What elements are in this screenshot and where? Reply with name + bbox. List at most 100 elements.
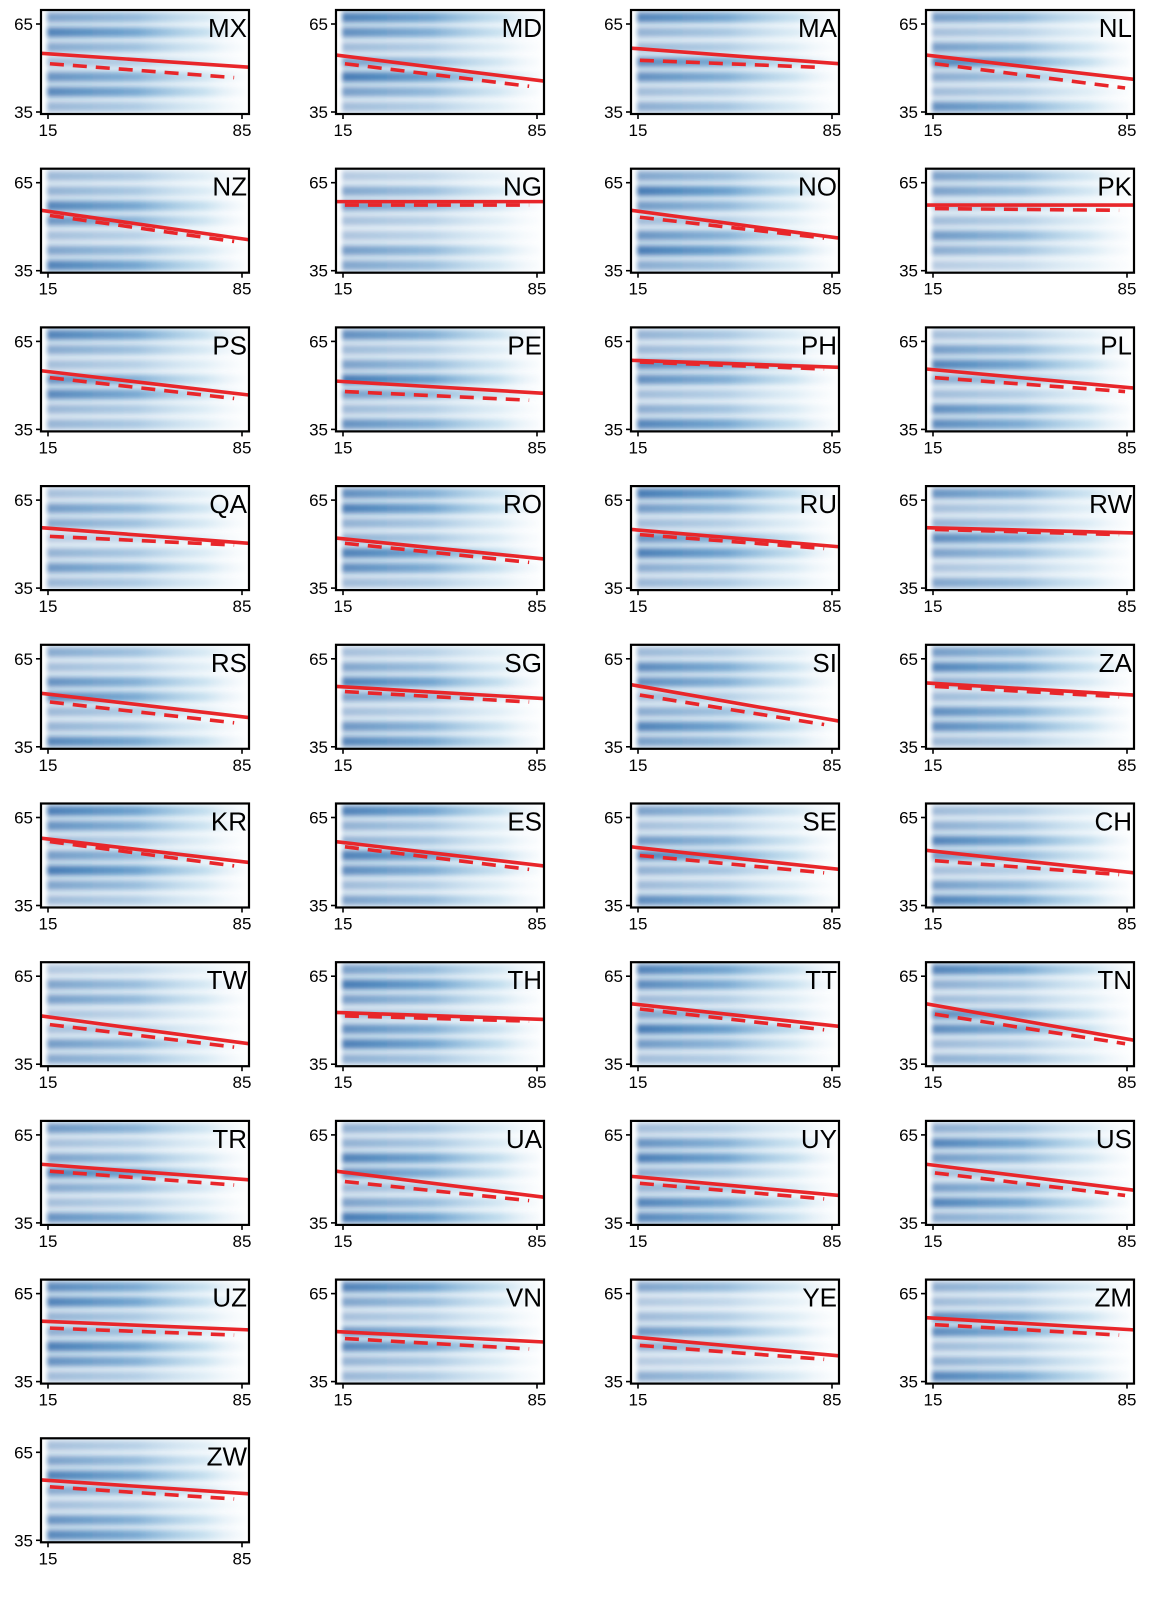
panel-qa: QA 65 35 15 85 xyxy=(14,485,251,616)
panel-rs: RS 65 35 15 85 xyxy=(14,643,251,775)
x-tick-label: 85 xyxy=(1118,438,1137,457)
density-band xyxy=(932,864,1130,876)
panel-zw: ZW 65 35 15 85 xyxy=(14,1437,251,1568)
x-tick-label: 15 xyxy=(334,597,353,616)
y-tick-label: 35 xyxy=(14,1055,33,1074)
density-band xyxy=(47,1038,245,1050)
panel-es: ES 65 35 15 85 xyxy=(309,802,546,934)
density-area xyxy=(631,1281,839,1382)
solid-trend-line xyxy=(926,1002,1134,1042)
density-band xyxy=(637,101,835,113)
density-band xyxy=(47,676,245,688)
density-band xyxy=(637,11,835,23)
plot-frame xyxy=(629,8,841,116)
y-tick-label: 65 xyxy=(309,174,328,193)
density-band xyxy=(342,230,540,242)
x-tick-label: 15 xyxy=(39,1391,58,1410)
density-band xyxy=(342,344,540,356)
country-label: VN xyxy=(506,1283,542,1313)
density-band xyxy=(47,230,245,242)
x-tick-label: 85 xyxy=(823,756,842,775)
density-band xyxy=(932,1340,1130,1352)
density-band xyxy=(47,978,245,990)
density-band xyxy=(342,661,540,673)
density-band xyxy=(342,1197,540,1209)
density-band xyxy=(47,1008,245,1020)
plot-frame xyxy=(334,802,546,909)
density-band xyxy=(342,735,540,747)
density-band xyxy=(342,41,540,53)
density-band xyxy=(47,1455,245,1467)
plot-frame xyxy=(39,485,251,592)
country-label: ZW xyxy=(207,1441,248,1471)
density-band xyxy=(47,691,245,703)
plot-frame xyxy=(334,1119,546,1227)
y-tick-label: 35 xyxy=(899,103,918,122)
y-tick-label: 65 xyxy=(604,332,623,351)
plot-frame xyxy=(629,167,841,274)
dashed-trend-line xyxy=(639,360,825,371)
dashed-trend-line xyxy=(639,215,825,240)
x-tick-label: 85 xyxy=(528,1073,547,1092)
y-tick-label: 35 xyxy=(309,738,328,757)
solid-trend-line xyxy=(926,53,1134,82)
density-band xyxy=(47,993,245,1005)
density-band xyxy=(342,1038,540,1050)
x-tick-label: 15 xyxy=(924,438,943,457)
panel-ch: CH 65 35 15 85 xyxy=(899,802,1136,934)
solid-trend-line xyxy=(41,368,249,397)
density-area xyxy=(631,1122,839,1223)
density-band xyxy=(47,1484,245,1496)
solid-trend-line xyxy=(336,1010,544,1022)
density-band xyxy=(47,101,245,113)
x-tick-label: 15 xyxy=(629,915,648,934)
y-tick-label: 65 xyxy=(899,491,918,510)
dashed-trend-line xyxy=(639,693,825,727)
solid-trend-line xyxy=(336,1329,544,1344)
panel-mx: MX 65 35 15 85 xyxy=(14,8,251,140)
density-area xyxy=(41,805,249,906)
density-area xyxy=(631,646,839,747)
y-tick-label: 65 xyxy=(899,15,918,34)
x-tick-label: 15 xyxy=(334,1073,353,1092)
density-band xyxy=(342,1311,540,1323)
density-band xyxy=(342,1211,540,1223)
density-band xyxy=(637,185,835,197)
x-tick-label: 85 xyxy=(233,1391,252,1410)
density-band xyxy=(342,864,540,876)
y-tick-label: 65 xyxy=(604,15,623,34)
solid-trend-line xyxy=(631,527,839,549)
panel-ru: RU 65 35 15 85 xyxy=(604,485,841,616)
panel-tw: TW 65 35 15 85 xyxy=(14,961,251,1092)
density-band xyxy=(342,1296,540,1308)
plot-frame xyxy=(924,1278,1136,1385)
country-label: UZ xyxy=(212,1283,247,1313)
density-band xyxy=(47,388,245,400)
x-tick-label: 85 xyxy=(1118,280,1137,299)
x-tick-label: 15 xyxy=(39,280,58,299)
density-area xyxy=(41,1281,249,1382)
density-band xyxy=(637,1197,835,1209)
panel-ua: UA 65 35 15 85 xyxy=(309,1119,546,1251)
density-band xyxy=(342,1167,540,1179)
country-label: ZA xyxy=(1099,648,1133,678)
density-band xyxy=(932,344,1130,356)
x-tick-label: 15 xyxy=(629,121,648,140)
dashed-trend-line xyxy=(49,61,235,80)
panel-ng: NG 65 35 15 85 xyxy=(309,167,546,299)
density-area xyxy=(336,646,544,747)
panel-pe: PE 65 35 15 85 xyxy=(309,326,546,457)
density-band xyxy=(637,1167,835,1179)
plot-frame xyxy=(629,326,841,433)
density-band xyxy=(342,517,540,529)
x-tick-label: 85 xyxy=(528,597,547,616)
density-band xyxy=(932,517,1130,529)
density-band xyxy=(637,244,835,256)
density-band xyxy=(47,1182,245,1194)
density-area xyxy=(41,1122,249,1223)
x-tick-label: 85 xyxy=(233,1232,252,1251)
y-tick-label: 35 xyxy=(604,1373,623,1392)
density-band xyxy=(342,1326,540,1338)
dashed-trend-line xyxy=(639,1181,825,1201)
plot-frame xyxy=(39,8,251,116)
